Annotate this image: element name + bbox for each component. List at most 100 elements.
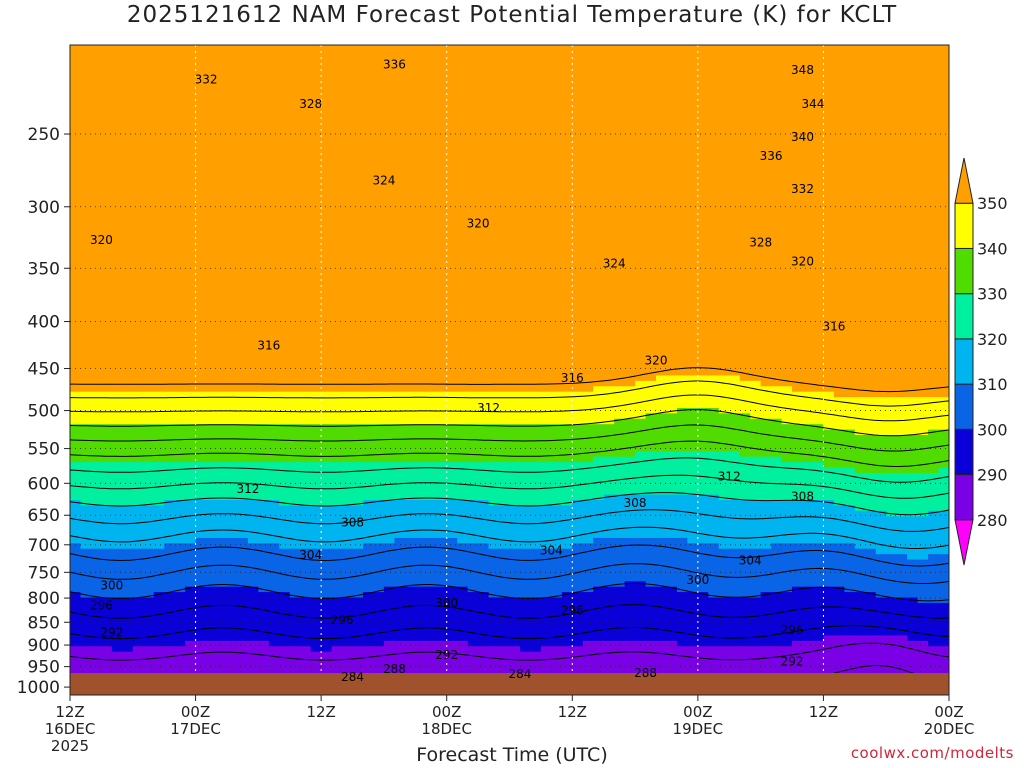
field-cell [216,315,228,322]
field-cell [216,554,228,561]
field-cell [467,110,479,117]
field-cell [373,570,385,577]
field-cell [499,353,511,360]
field-cell [310,207,322,214]
field-cell [185,597,197,604]
field-cell [289,61,301,68]
field-cell [247,45,259,52]
field-cell [415,315,427,322]
field-cell [143,630,155,637]
field-cell [216,619,228,626]
field-cell [404,597,416,604]
field-cell [237,472,249,479]
field-cell [122,115,134,122]
field-cell [446,212,458,219]
field-cell [279,494,291,501]
field-cell [457,104,469,111]
field-cell [111,88,123,95]
field-cell [247,500,259,507]
field-cell [185,66,197,73]
field-cell [467,45,479,52]
field-cell [247,207,259,214]
field-cell [164,185,176,192]
field-cell [143,218,155,225]
field-cell [90,191,102,198]
field-cell [373,537,385,544]
field-cell [237,478,249,485]
field-cell [268,299,280,306]
field-cell [425,55,437,62]
field-cell [206,337,218,344]
field-cell [90,175,102,182]
field-cell [90,462,102,469]
field-cell [331,413,343,420]
field-cell [478,45,490,52]
field-cell [383,575,395,582]
field-cell [363,207,375,214]
field-cell [363,640,375,647]
field-cell [446,667,458,674]
field-cell [331,175,343,182]
field-cell [446,532,458,539]
field-cell [415,516,427,523]
field-cell [394,489,406,496]
field-cell [446,418,458,425]
field-cell [394,592,406,599]
field-cell [446,126,458,133]
field-cell [226,196,239,203]
field-cell [321,462,333,469]
field-cell [164,456,176,463]
field-cell [185,500,197,507]
field-cell [394,478,406,485]
field-cell [132,646,144,653]
field-cell [425,402,437,409]
field-cell [195,440,207,447]
field-cell [383,657,395,664]
field-cell [467,82,479,89]
field-cell [436,651,448,658]
field-cell [132,212,144,219]
field-cell [143,413,155,420]
field-cell [488,50,500,57]
field-cell [415,180,427,187]
field-cell [111,164,123,171]
field-cell [300,472,312,479]
field-cell [467,597,479,604]
field-cell [143,50,155,57]
field-cell [143,61,155,68]
field-cell [164,451,176,458]
field-cell [404,391,416,398]
field-cell [164,50,176,57]
field-cell [101,342,113,349]
field-cell [143,77,155,84]
field-cell [206,640,218,647]
field-cell [174,142,186,149]
field-cell [352,310,364,317]
field-cell [478,646,490,653]
field-cell [70,115,82,122]
field-cell [457,50,469,57]
field-cell [363,646,375,653]
field-cell [300,662,312,669]
field-cell [247,77,259,84]
field-cell [90,207,102,214]
field-cell [111,223,123,230]
field-cell [174,45,186,52]
field-cell [80,321,92,328]
field-cell [185,435,197,442]
field-cell [111,462,123,469]
field-cell [101,180,113,187]
field-cell [342,635,354,642]
field-cell [488,93,500,100]
field-cell [279,565,291,572]
field-cell [363,326,375,333]
field-cell [331,483,343,490]
field-cell [226,478,239,485]
field-cell [143,397,155,404]
field-cell [289,662,301,669]
field-cell [279,212,291,219]
field-cell [425,483,437,490]
field-cell [310,667,322,674]
field-cell [488,435,500,442]
field-cell [352,510,364,517]
